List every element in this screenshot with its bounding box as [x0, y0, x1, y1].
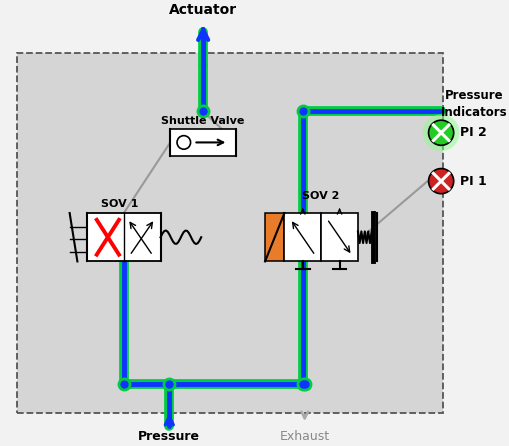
Circle shape [177, 136, 190, 149]
Bar [170, 129, 236, 156]
Text: Shuttle Valve: Shuttle Valve [161, 116, 244, 126]
Text: PI 1: PI 1 [460, 175, 486, 188]
Bar [87, 213, 160, 261]
Bar [321, 213, 357, 261]
Text: Pressure: Pressure [138, 430, 200, 443]
Text: PI 2: PI 2 [460, 126, 486, 139]
Bar [284, 213, 321, 261]
Bar [265, 213, 284, 261]
Circle shape [428, 169, 453, 194]
Circle shape [422, 114, 459, 151]
Text: Actuator: Actuator [169, 3, 237, 17]
Text: SOV 2: SOV 2 [302, 191, 339, 202]
FancyBboxPatch shape [17, 54, 442, 413]
Circle shape [428, 120, 453, 145]
Text: Exhaust: Exhaust [279, 430, 329, 443]
Text: SOV 1: SOV 1 [101, 199, 138, 209]
Text: Pressure
Indicators: Pressure Indicators [440, 89, 506, 119]
